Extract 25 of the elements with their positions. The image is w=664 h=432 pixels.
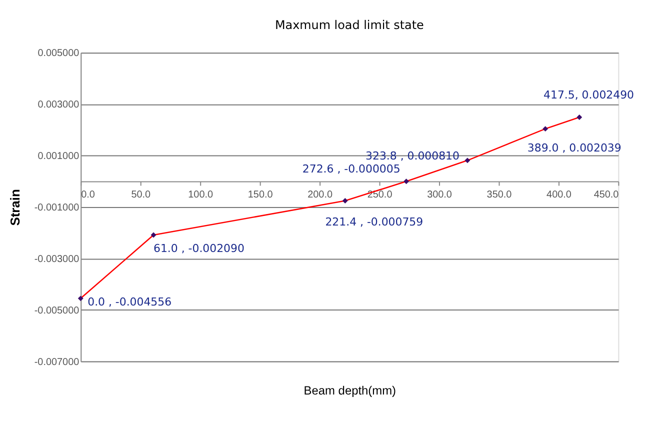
- y-tick-label: 0.001000: [38, 151, 80, 162]
- y-tick-label: -0.005000: [34, 305, 80, 316]
- data-label: 389.0 , 0.002039: [527, 142, 622, 155]
- data-label: 417.5, 0.002490: [544, 88, 634, 102]
- data-label: 0.0 , -0.004556: [88, 295, 172, 308]
- x-tick-label: 300.0: [427, 190, 452, 201]
- y-tick-label: -0.007000: [34, 356, 80, 368]
- y-tick-label: 0.005000: [38, 48, 80, 60]
- x-tick-label: 0.0: [81, 190, 96, 201]
- x-tick-label: 150.0: [248, 190, 274, 201]
- x-tick-label: 400.0: [546, 190, 572, 201]
- x-tick-label: 50.0: [131, 190, 152, 201]
- y-tick-label: 0.003000: [38, 100, 80, 111]
- chart-title: Maxmum load limit state: [274, 18, 424, 32]
- x-axis-title: Beam depth(mm): [304, 384, 396, 398]
- x-tick-label: 200.0: [308, 190, 333, 201]
- data-label: 272.6 , -0.000005: [302, 162, 400, 176]
- y-axis-title: Strain: [7, 189, 22, 226]
- data-label: 61.0 , -0.002090: [154, 242, 244, 255]
- x-tick-label: 450.0: [594, 190, 620, 201]
- x-tick-label: 350.0: [486, 190, 512, 201]
- data-label: 221.4 , -0.000759: [325, 216, 424, 229]
- y-tick-label: -0.001000: [34, 202, 80, 214]
- y-tick-label: -0.003000: [34, 254, 80, 265]
- x-tick-label: 100.0: [188, 190, 214, 201]
